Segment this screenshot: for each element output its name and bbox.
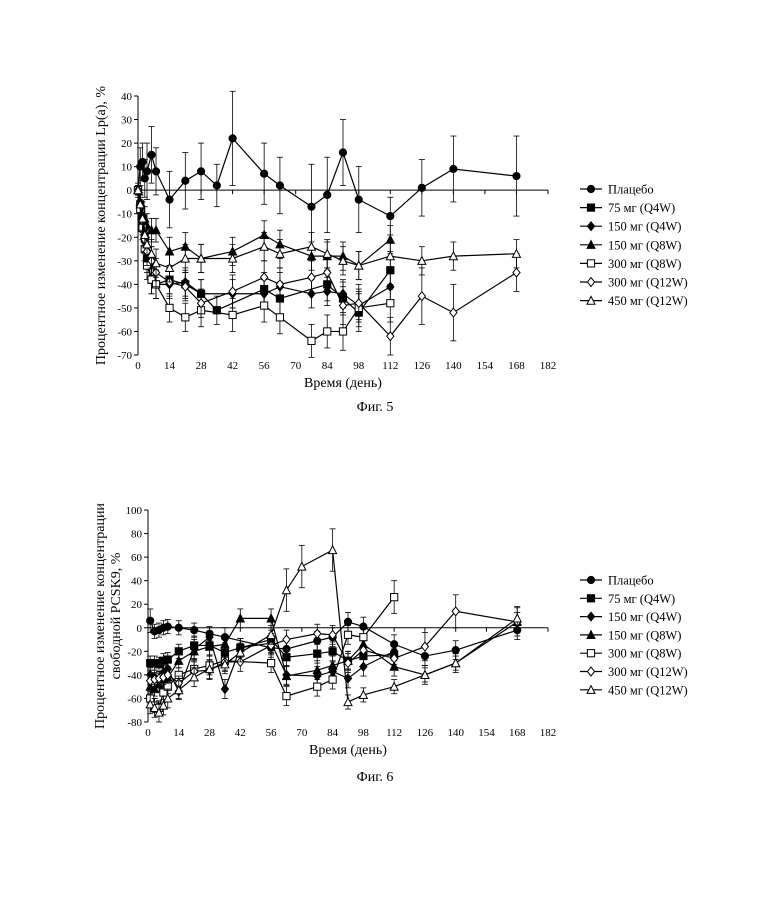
data-point (339, 149, 346, 156)
figure-5-caption: Фиг. 5 (357, 400, 394, 415)
legend-label: 150 мг (Q4W) (608, 220, 681, 234)
legend-marker (587, 185, 594, 192)
data-point (261, 170, 268, 177)
data-point (229, 311, 236, 318)
axes: -70 -60 -50 -40 -30 -20 -10 0 10 20 30 40 0 14 28 42 56 7… (94, 86, 556, 391)
y-tick-label: -40 (117, 279, 132, 291)
x-tick-label: 112 (382, 360, 398, 372)
data-point (276, 182, 283, 189)
x-tick-label: 42 (227, 360, 238, 372)
data-point (166, 196, 173, 203)
x-tick-label: 126 (414, 360, 431, 372)
x-tick-label: 182 (540, 360, 557, 372)
y-axis-title: Процентное изменение концентрации Lp(a),… (94, 86, 109, 365)
data-point (386, 252, 394, 260)
data-point (308, 273, 315, 282)
data-point (139, 158, 146, 165)
x-tick-label: 168 (508, 360, 525, 372)
legend-item: 150 мг (Q8W) (580, 238, 681, 252)
data-point (261, 273, 268, 282)
legend-item: 300 мг (Q12W) (580, 276, 688, 290)
y-tick-label: -70 (117, 350, 132, 362)
legend-marker (587, 204, 594, 211)
legend-label: 450 мг (Q12W) (608, 294, 688, 308)
data-point (324, 268, 331, 277)
legend-item: Плацебо (580, 183, 654, 197)
data-point (197, 168, 204, 175)
x-tick-label: 154 (477, 360, 494, 372)
series-плацебо (134, 91, 520, 249)
x-tick-label: 28 (196, 360, 208, 372)
legend-item: 300 мг (Q8W) (580, 257, 681, 271)
data-point (148, 151, 155, 158)
legend-item: 450 мг (Q12W) (580, 294, 688, 308)
data-point (324, 191, 331, 198)
y-tick-label: 0 (127, 185, 133, 197)
data-point (276, 314, 283, 321)
data-point (260, 242, 268, 250)
data-point (450, 308, 457, 317)
data-point (324, 328, 331, 335)
y-tick-label: 20 (121, 138, 133, 150)
x-tick-label: 140 (445, 360, 462, 372)
data-point (450, 165, 457, 172)
data-point (213, 182, 220, 189)
x-tick-label: 84 (322, 360, 334, 372)
data-point (387, 212, 394, 219)
y-tick-label: -10 (117, 209, 132, 221)
legend-item: 75 мг (Q4W) (580, 201, 675, 215)
legend-marker (587, 222, 594, 231)
y-tick-label: 30 (121, 115, 133, 127)
data-point (182, 314, 189, 321)
data-point (355, 196, 362, 203)
data-point (166, 304, 173, 311)
x-tick-label: 14 (164, 360, 176, 372)
y-tick-label: -50 (117, 303, 132, 315)
legend-item: 150 мг (Q4W) (580, 220, 681, 234)
data-point (307, 242, 315, 250)
data-point (261, 302, 268, 309)
legend-marker (587, 260, 594, 267)
legend-label: 300 мг (Q12W) (608, 276, 688, 290)
data-point (182, 177, 189, 184)
data-point (513, 172, 520, 179)
data-point (387, 300, 394, 307)
data-point (513, 268, 520, 277)
x-tick-label: 56 (259, 360, 271, 372)
y-tick-label: -30 (117, 256, 132, 268)
legend-marker (587, 278, 594, 287)
x-axis-title: Время (день) (304, 376, 382, 391)
y-tick-label: 40 (121, 91, 133, 103)
legend-label: 300 мг (Q8W) (608, 257, 681, 271)
data-point (229, 135, 236, 142)
y-tick-label: 10 (121, 162, 133, 174)
data-point (141, 175, 148, 182)
data-point (418, 184, 425, 191)
data-point (143, 168, 150, 175)
legend-label: 75 мг (Q4W) (608, 201, 675, 215)
data-point (308, 203, 315, 210)
data-point (308, 337, 315, 344)
x-tick-label: 98 (353, 360, 365, 372)
data-point (323, 250, 331, 258)
x-tick-label: 0 (135, 360, 141, 372)
y-tick-label: -20 (117, 232, 132, 244)
x-tick-label: 70 (290, 360, 302, 372)
y-tick-label: -60 (117, 326, 132, 338)
data-point (152, 168, 159, 175)
legend-label: 150 мг (Q8W) (608, 238, 681, 252)
data-point (339, 328, 346, 335)
legend-label: Плацебо (608, 183, 654, 197)
